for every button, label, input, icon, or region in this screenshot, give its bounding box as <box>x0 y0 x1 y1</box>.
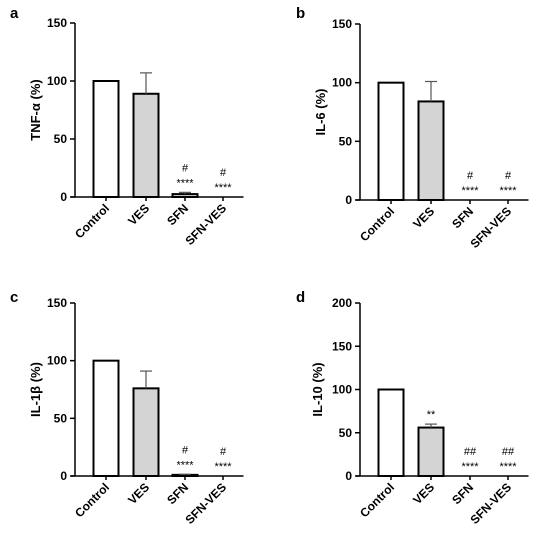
x-tick-label-SFN: SFN <box>164 201 191 228</box>
y-tick-label: 0 <box>345 193 352 207</box>
y-tick-label: 100 <box>332 383 352 397</box>
x-tick-label-Control: Control <box>72 201 112 241</box>
x-tick-label-Control: Control <box>357 480 397 520</box>
panel-letter: b <box>296 5 305 22</box>
significance-label: ## <box>502 446 515 458</box>
y-tick-label: 150 <box>332 17 352 31</box>
y-axis-title: TNF-α (%) <box>28 79 43 140</box>
panel-letter: c <box>10 289 18 306</box>
x-tick-label-SFN-VES: SFN-VES <box>467 204 514 251</box>
significance-label: **** <box>461 461 479 473</box>
y-axis-title: IL-1β (%) <box>28 362 43 417</box>
y-tick-label: 0 <box>60 469 67 483</box>
x-tick-label-Control: Control <box>72 480 112 520</box>
x-tick-label-SFN: SFN <box>449 204 476 231</box>
bar-SFN <box>171 473 199 478</box>
bar-Control <box>377 388 405 477</box>
significance-label: ## <box>464 446 477 458</box>
x-tick-label-SFN-VES: SFN-VES <box>182 201 229 248</box>
significance-label: # <box>220 167 227 179</box>
significance-label: **** <box>214 461 232 473</box>
significance-label: # <box>220 446 227 458</box>
significance-label: **** <box>461 185 479 197</box>
panel-letter: d <box>296 289 305 306</box>
x-tick-label-SFN: SFN <box>449 480 476 507</box>
significance-label: # <box>182 444 189 456</box>
significance-label: # <box>505 170 512 182</box>
y-tick-label: 50 <box>54 411 68 425</box>
y-tick-label: 100 <box>332 76 352 90</box>
significance-label: **** <box>176 459 194 471</box>
y-tick-label: 150 <box>47 16 67 30</box>
x-tick-label-SFN-VES: SFN-VES <box>182 480 229 527</box>
bar-SFN <box>171 193 199 199</box>
y-tick-label: 50 <box>339 426 353 440</box>
bar-VES <box>132 92 160 198</box>
significance-label: # <box>467 170 474 182</box>
y-tick-label: 150 <box>47 296 67 310</box>
x-tick-label-VES: VES <box>410 204 437 231</box>
bar-Control <box>377 81 405 201</box>
y-axis-title: IL-6 (%) <box>313 89 328 136</box>
significance-label: # <box>182 162 189 174</box>
y-tick-label: 0 <box>345 469 352 483</box>
significance-label: ** <box>427 409 436 421</box>
y-tick-label: 50 <box>54 132 68 146</box>
y-tick-label: 100 <box>47 74 67 88</box>
significance-label: **** <box>499 185 517 197</box>
y-tick-label: 200 <box>332 296 352 310</box>
x-tick-label-VES: VES <box>410 480 437 507</box>
y-tick-label: 0 <box>60 190 67 204</box>
panel-letter: a <box>10 5 19 22</box>
bar-Control <box>92 359 120 477</box>
significance-label: **** <box>499 461 517 473</box>
y-tick-label: 50 <box>339 134 353 148</box>
y-tick-label: 100 <box>47 354 67 368</box>
x-tick-label-SFN-VES: SFN-VES <box>467 480 514 527</box>
bar-Control <box>92 80 120 198</box>
chart-panel-d: d 0 50 100 150 200 IL-10 (%) Control VES SFNSFN-V… <box>296 289 529 527</box>
x-tick-label-Control: Control <box>357 204 397 244</box>
significance-label: **** <box>214 182 232 194</box>
bar-VES <box>417 426 445 477</box>
bar-VES <box>417 100 445 201</box>
x-tick-label-SFN: SFN <box>164 480 191 507</box>
x-tick-label-VES: VES <box>125 480 152 507</box>
y-axis-title: IL-10 (%) <box>310 362 325 416</box>
significance-label: **** <box>176 177 194 189</box>
x-tick-label-VES: VES <box>125 201 152 228</box>
y-tick-label: 150 <box>332 339 352 353</box>
bar-VES <box>132 387 160 478</box>
